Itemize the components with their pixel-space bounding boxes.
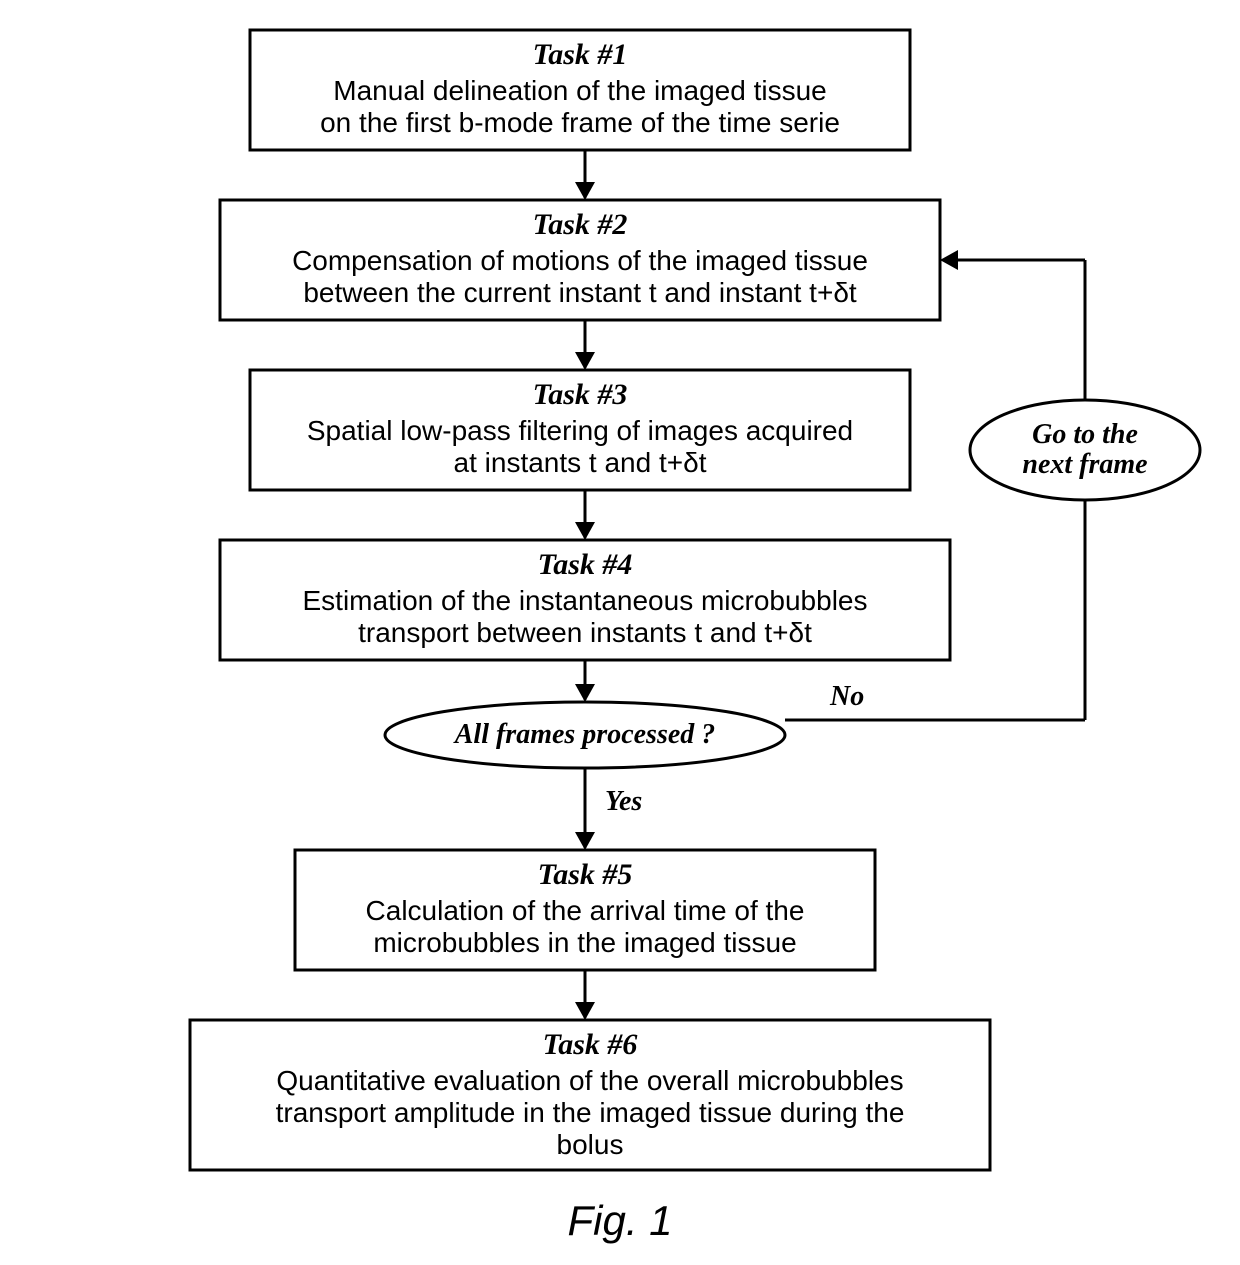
node-t1-line: on the first b-mode frame of the time se… [320,107,840,138]
node-t3-title: Task #3 [533,378,628,411]
node-t2-title: Task #2 [533,208,628,241]
node-t5-title: Task #5 [538,858,633,891]
node-t1-title: Task #1 [533,38,628,71]
figure-caption: Fig. 1 [567,1197,672,1244]
node-t4-line: transport between instants t and t+δt [358,617,812,648]
node-t4-line: Estimation of the instantaneous microbub… [303,585,868,616]
node-loop-text: next frame [1022,449,1147,480]
edge-label-no: No [829,681,864,712]
node-t1-line: Manual delineation of the imaged tissue [333,75,826,106]
node-t6-title: Task #6 [543,1028,638,1061]
node-t6-line: Quantitative evaluation of the overall m… [276,1065,903,1096]
node-decision-text: All frames processed ? [453,719,716,750]
node-t2-line: between the current instant t and instan… [303,277,857,308]
node-t3-line: Spatial low-pass filtering of images acq… [307,415,853,446]
node-t5-line: microbubbles in the imaged tissue [373,927,796,958]
node-t6-line: transport amplitude in the imaged tissue… [276,1097,905,1128]
node-t3-line: at instants t and t+δt [454,447,707,478]
node-t6-line: bolus [557,1129,624,1160]
node-t5-line: Calculation of the arrival time of the [366,895,805,926]
node-t4-title: Task #4 [538,548,633,581]
node-t2-line: Compensation of motions of the imaged ti… [292,245,868,276]
node-loop-text: Go to the [1032,419,1138,450]
edge-label-yes: Yes [605,786,642,817]
